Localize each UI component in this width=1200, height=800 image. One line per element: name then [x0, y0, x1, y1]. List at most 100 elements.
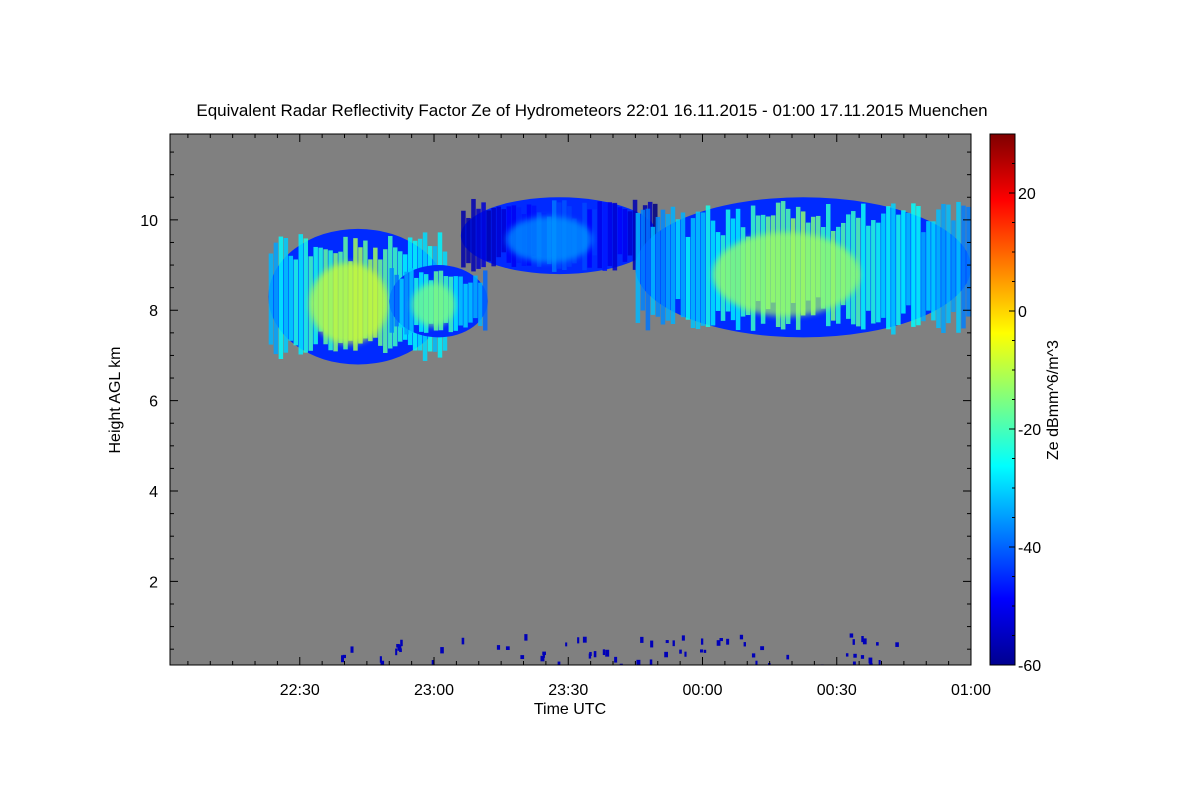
echo-region-cloud-A2 [389, 265, 488, 338]
echo-streak [650, 226, 656, 315]
echo-streak [911, 203, 916, 327]
x-axis-title: Time UTC [534, 701, 606, 718]
echo-region-cloud-C [635, 197, 971, 338]
clutter-speck [640, 636, 644, 643]
clutter-speck [605, 649, 610, 657]
clutter-speck [869, 663, 873, 665]
echo-streak [881, 213, 886, 318]
y-tick-label: 2 [149, 574, 158, 591]
echo-core [506, 216, 593, 263]
echo-streak [695, 211, 701, 330]
echo-streak [463, 283, 468, 328]
echo-streak [647, 201, 653, 269]
colorbar-tick-label: -20 [1018, 422, 1041, 439]
clutter-speck [636, 659, 641, 665]
clutter-speck [505, 646, 510, 650]
clutter-speck [588, 653, 592, 659]
clutter-speck [577, 637, 580, 644]
colorbar-tick-label: -60 [1018, 658, 1041, 675]
clutter-speck [350, 646, 354, 653]
echo-streak [946, 204, 951, 324]
y-tick-label: 10 [140, 213, 158, 230]
echo-streak [886, 206, 891, 330]
clutter-speck [342, 654, 347, 659]
x-tick-label: 22:30 [280, 682, 320, 699]
echo-streak [268, 253, 274, 345]
colorbar [989, 133, 1016, 666]
colorbar-title: Ze dBmm^6/m^3 [1045, 340, 1062, 460]
clutter-speck [380, 660, 385, 665]
colorbar-tick-label: -40 [1018, 540, 1041, 557]
clutter-speck [895, 642, 899, 647]
y-tick-label: 8 [149, 303, 158, 320]
clutter-speck [868, 657, 873, 664]
echo-streak [640, 209, 646, 311]
x-tick-label: 01:00 [951, 682, 991, 699]
echo-streak [680, 212, 686, 318]
chart-title: Equivalent Radar Reflectivity Factor Ze … [196, 101, 987, 120]
echo-streak [399, 278, 404, 328]
echo-streak [389, 268, 394, 333]
echo-streak [458, 276, 463, 326]
echo-streak [404, 271, 409, 335]
echo-streak [476, 208, 481, 269]
clutter-speck [878, 660, 881, 665]
clutter-speck [862, 638, 867, 645]
x-tick-label: 00:00 [682, 682, 722, 699]
echo-streak [645, 208, 651, 331]
echo-streak [951, 220, 956, 313]
clutter-speck [461, 637, 465, 645]
echo-layer [268, 197, 971, 665]
clutter-speck [786, 654, 790, 660]
clutter-speck [400, 639, 403, 647]
echo-streak [861, 203, 866, 330]
echo-streak [461, 210, 466, 268]
echo-streak [607, 202, 613, 267]
colorbar-ticks: 20 0 -20 -40 -60 [1009, 163, 1041, 675]
echo-streak [675, 219, 681, 300]
echo-streak [690, 218, 696, 329]
clutter-speck [557, 661, 561, 665]
echo-streak [896, 214, 901, 326]
axis-layer: 22:30 23:00 23:30 00:00 00:30 01:00 2 4 6 8 10 [140, 134, 991, 699]
echo-streak [876, 222, 881, 323]
echo-streak [617, 207, 623, 255]
clutter-speck [681, 635, 685, 641]
clutter-speck [431, 660, 435, 665]
echo-streak [670, 206, 676, 325]
echo-streak [956, 201, 961, 333]
echo-streak [961, 205, 966, 329]
clutter-speck [719, 637, 723, 642]
echo-streak [700, 212, 706, 326]
echo-streak [612, 202, 618, 271]
x-tick-label: 23:00 [414, 682, 454, 699]
echo-streak [685, 236, 691, 320]
clutter-speck [743, 642, 746, 647]
clutter-speck [524, 634, 528, 641]
clutter-speck [650, 640, 654, 648]
clutter-speck [664, 651, 669, 658]
clutter-speck [614, 656, 618, 663]
echo-streak [486, 210, 491, 262]
echo-streak [655, 216, 661, 317]
echo-streak [298, 234, 304, 355]
echo-streak [473, 275, 478, 319]
clutter-speck [853, 653, 857, 658]
clutter-speck [520, 655, 525, 660]
echo-streak [273, 242, 279, 355]
echo-streak [916, 206, 921, 326]
echo-streak [394, 274, 399, 327]
clutter-speck [716, 640, 721, 646]
surface-clutter [341, 633, 899, 665]
y-axis-title: Height AGL km [107, 346, 124, 453]
echo-streak [627, 211, 633, 256]
echo-streak [901, 210, 906, 314]
echo-streak [303, 238, 308, 353]
clutter-speck [700, 638, 704, 645]
clutter-speck [565, 642, 568, 647]
clutter-speck [861, 636, 864, 643]
clutter-speck [341, 655, 345, 663]
clutter-speck [542, 651, 546, 656]
y-tick-label: 6 [149, 394, 158, 411]
echo-streak [293, 259, 299, 346]
